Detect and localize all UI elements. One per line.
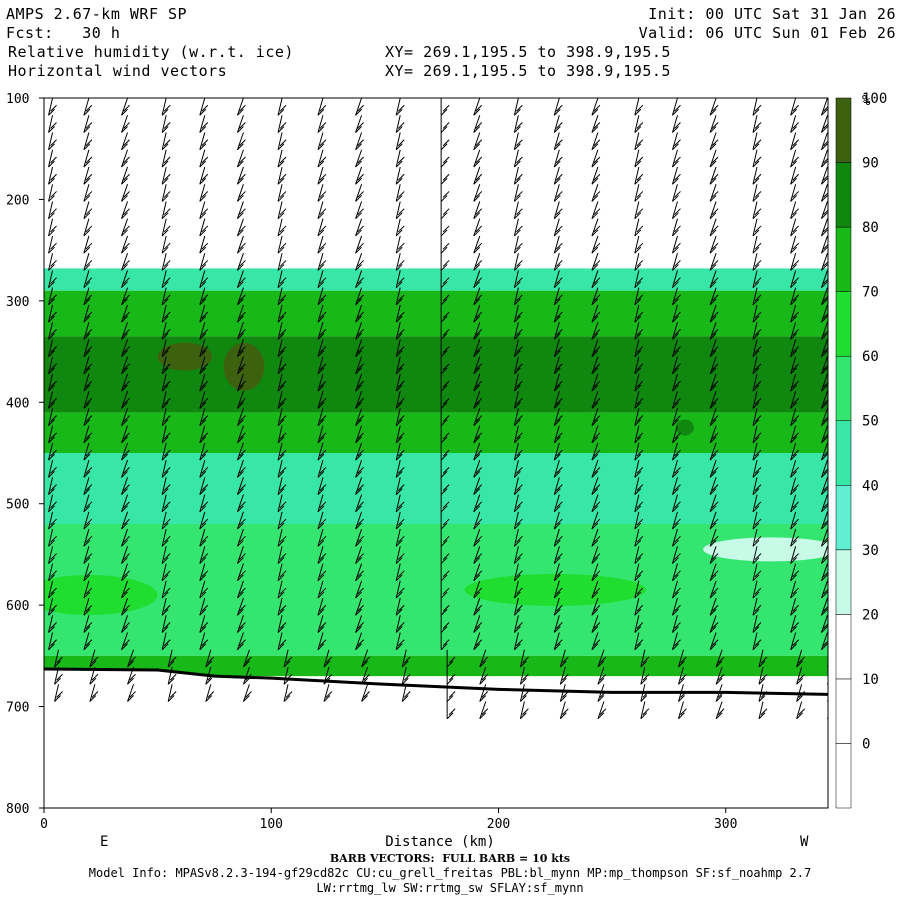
colorbar-swatch (835, 549, 852, 615)
colorbar-swatch (835, 162, 852, 228)
wind-barb-column (473, 98, 489, 720)
x-tick-label: 0 (40, 817, 48, 832)
colorbar-tick-label: 0 (862, 736, 870, 752)
y-tick-label: 500 (6, 498, 29, 513)
colorbar-tick-label: 60 (862, 349, 879, 365)
x-tick-label: 100 (260, 817, 283, 832)
rh-layer-3 (44, 336, 828, 413)
x-end-label-right: W (800, 834, 809, 850)
wind-barbs (48, 98, 828, 720)
colorbar-unit: % (862, 93, 871, 109)
colorbar-swatch (835, 291, 852, 357)
wind-barb-column (440, 98, 456, 720)
wind-barb-column (513, 98, 529, 720)
colorbar-swatch (835, 485, 852, 551)
plot-frame (43, 97, 829, 809)
field-wind-xy: XY= 269.1,195.5 to 398.9,195.5 (385, 62, 671, 80)
rh-layer-7 (44, 655, 828, 677)
wind-barb-column (83, 98, 99, 702)
wind-barb-column (709, 98, 725, 720)
forecast-hour: Fcst: 30 h (6, 24, 121, 42)
colorbar-tick-label: 90 (862, 156, 879, 172)
wind-barb-column (591, 98, 607, 720)
colorbar-swatch (835, 226, 852, 292)
x-tick-label: 300 (714, 817, 737, 832)
colorbar: 0 10 20 30 40 50 60 70 80 90 100% (835, 91, 887, 809)
terrain-fill (44, 669, 828, 808)
model-info-2: LW:rrtmg_lw SW:rrtmg_sw SFLAY:sf_mynn (316, 881, 584, 895)
colorbar-tick-label: 80 (862, 220, 879, 236)
colorbar-swatch (835, 420, 852, 486)
y-tick-label: 100 (6, 92, 29, 107)
rh-pocket-0 (157, 342, 213, 371)
rh-pocket-5 (703, 537, 828, 562)
y-tick-label: 800 (6, 802, 29, 817)
colorbar-tick-label: 20 (862, 607, 879, 623)
wind-barb-column (395, 98, 411, 702)
rh-fill-layers (44, 98, 828, 677)
model-title: AMPS 2.67-km WRF SP (6, 5, 188, 23)
model-info: Model Info: MPASv8.2.3-194-gf29cd82c CU:… (88, 866, 812, 880)
wind-barb-column (790, 98, 805, 720)
valid-time: Valid: 06 UTC Sun 01 Feb 26 (638, 24, 896, 42)
colorbar-tick-label: 10 (862, 672, 879, 688)
field-wind-label: Horizontal wind vectors (8, 62, 228, 80)
wind-barb-column (671, 98, 687, 720)
colorbar-swatch (835, 678, 852, 744)
x-tick-label: 200 (487, 817, 510, 832)
colorbar-swatch (835, 97, 852, 163)
init-time: Init: 00 UTC Sat 31 Jan 26 (648, 5, 896, 23)
colorbar-tick-label: 50 (862, 414, 879, 430)
field-rh-label: Relative humidity (w.r.t. ice) (8, 43, 294, 61)
rh-pocket-1 (223, 342, 265, 391)
wind-barb-column (634, 98, 650, 720)
colorbar-swatch (835, 614, 852, 680)
rh-layer-0 (44, 98, 828, 269)
y-tick-label: 600 (6, 599, 29, 614)
colorbar-tick-label: 40 (862, 478, 879, 494)
colorbar-swatch (835, 355, 852, 421)
wind-barb-column (317, 98, 333, 702)
y-tick-label: 400 (6, 396, 29, 411)
x-end-label-left: E (100, 834, 108, 850)
y-tick-label: 700 (6, 701, 29, 716)
terrain (44, 667, 828, 808)
rh-pocket-3 (44, 575, 158, 615)
rh-layer-6 (44, 524, 828, 656)
colorbar-swatch (835, 743, 852, 809)
field-rh-xy: XY= 269.1,195.5 to 398.9,195.5 (385, 43, 671, 61)
colorbar-tick-label: 100 (862, 91, 887, 107)
wind-barb-column (553, 98, 569, 720)
axes: 100 200 300 400 500 600 700 800 0 100 200 300 (6, 92, 737, 832)
y-tick-label: 200 (6, 193, 29, 208)
y-tick-label: 300 (6, 295, 29, 310)
rh-layer-4 (44, 412, 828, 453)
wind-barb-column (161, 98, 177, 702)
wind-barb-column (752, 98, 768, 720)
colorbar-tick-label: 70 (862, 285, 879, 301)
terrain-line (44, 667, 828, 696)
wind-barb-column (121, 98, 136, 702)
x-axis-label: Distance (km) (385, 834, 495, 850)
rh-pocket-4 (464, 573, 647, 606)
colorbar-tick-label: 30 (862, 543, 879, 559)
wind-barb-column (48, 98, 63, 702)
wind-barb-column (277, 98, 293, 702)
wind-barb-column (236, 98, 252, 702)
wind-barb-column (820, 98, 828, 720)
rh-pocket-2 (675, 419, 694, 436)
barb-legend: BARB VECTORS: FULL BARB = 10 kts (329, 852, 571, 865)
wind-barb-column (199, 98, 215, 702)
wind-barb-column (355, 98, 370, 702)
rh-layer-2 (44, 290, 828, 337)
